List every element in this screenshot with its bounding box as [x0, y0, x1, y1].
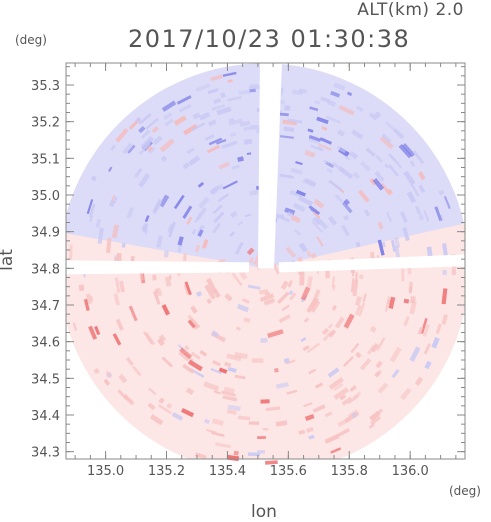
y-tick-label: 34.3 — [31, 446, 60, 461]
x-tick-label: 135.0 — [87, 464, 124, 479]
y-tick-label: 35.3 — [31, 79, 60, 94]
y-tick-label: 34.4 — [31, 409, 60, 424]
x-tick-label: 135.6 — [270, 464, 307, 479]
y-tick-label: 35.1 — [31, 152, 60, 167]
y-unit-label: (deg) — [15, 33, 47, 47]
plot-frame — [65, 62, 466, 460]
chart-title: 2017/10/23 01:30:38 — [128, 25, 411, 53]
y-tick-label: 34.5 — [31, 372, 60, 387]
x-tick-label: 136.0 — [392, 464, 429, 479]
x-unit-label: (deg) — [449, 484, 481, 498]
x-tick-label: 135.8 — [331, 464, 368, 479]
y-tick-label: 34.7 — [31, 299, 60, 314]
y-tick-label: 35.0 — [31, 189, 60, 204]
y-tick-label: 34.9 — [31, 226, 60, 241]
y-tick-label: 35.2 — [31, 116, 60, 131]
velocity-field — [66, 63, 465, 465]
axes-frame: 135.0 135.2 135.4 135.6 135.8 136.0 34.3 34.4 34… — [31, 62, 466, 479]
x-axis-label: lon — [251, 502, 277, 522]
y-tick-label: 34.8 — [31, 262, 60, 277]
x-tick-label: 135.4 — [209, 464, 246, 479]
altitude-label: ALT(km) 2.0 — [357, 0, 464, 20]
x-tick-label: 135.2 — [148, 464, 185, 479]
velocity-texture — [66, 63, 465, 465]
y-tick-label: 34.6 — [31, 336, 60, 351]
